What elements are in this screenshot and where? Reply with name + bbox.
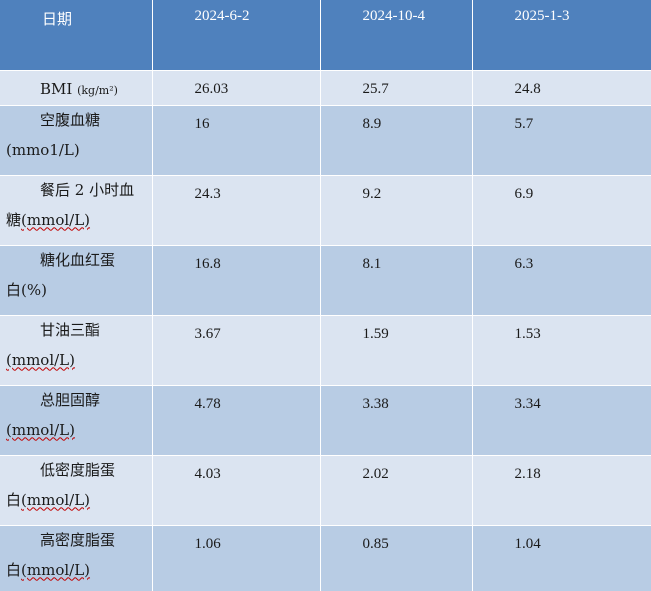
row-label-ldl: 低密度脂蛋 白(mmol/L)	[0, 455, 153, 526]
table-cell: 0.85	[320, 525, 473, 591]
row-label-triglycerides: 甘油三酯 (mmol/L)	[0, 315, 153, 386]
row-label-total-cholesterol: 总胆固醇 (mmol/L)	[0, 385, 153, 456]
table-cell: 6.3	[472, 245, 651, 316]
header-date-2: 2024-10-4	[320, 0, 473, 71]
table-cell: 26.03	[152, 70, 321, 106]
table-row: 糖化血红蛋 白(%) 16.8 8.1 6.3	[0, 245, 651, 316]
row-label-postprandial-glucose: 餐后 2 小时血 糖(mmol/L)	[0, 175, 153, 246]
header-date-3: 2025-1-3	[472, 0, 651, 71]
header-date-label: 日期	[0, 0, 153, 71]
table-cell: 4.03	[152, 455, 321, 526]
table-row: 餐后 2 小时血 糖(mmol/L) 24.3 9.2 6.9	[0, 175, 651, 246]
table-cell: 8.9	[320, 105, 473, 176]
table-cell: 1.59	[320, 315, 473, 386]
row-label-hba1c: 糖化血红蛋 白(%)	[0, 245, 153, 316]
table-cell: 8.1	[320, 245, 473, 316]
row-label-hdl: 高密度脂蛋 白(mmol/L)	[0, 525, 153, 591]
table-cell: 3.67	[152, 315, 321, 386]
table-cell: 1.06	[152, 525, 321, 591]
table-cell: 16	[152, 105, 321, 176]
table-cell: 9.2	[320, 175, 473, 246]
table-row: 总胆固醇 (mmol/L) 4.78 3.38 3.34	[0, 385, 651, 456]
table-row: 甘油三酯 (mmol/L) 3.67 1.59 1.53	[0, 315, 651, 386]
header-row: 日期 2024-6-2 2024-10-4 2025-1-3	[0, 0, 651, 71]
table-cell: 3.38	[320, 385, 473, 456]
table-cell: 25.7	[320, 70, 473, 106]
table-row: 空腹血糖 (mmo1/L) 16 8.9 5.7	[0, 105, 651, 176]
table-cell: 24.3	[152, 175, 321, 246]
table-cell: 16.8	[152, 245, 321, 316]
table-row: 高密度脂蛋 白(mmol/L) 1.06 0.85 1.04	[0, 525, 651, 591]
table-cell: 1.04	[472, 525, 651, 591]
table-cell: 2.18	[472, 455, 651, 526]
row-label-fasting-glucose: 空腹血糖 (mmo1/L)	[0, 105, 153, 176]
table-cell: 24.8	[472, 70, 651, 106]
table-cell: 6.9	[472, 175, 651, 246]
table-cell: 3.34	[472, 385, 651, 456]
table-cell: 1.53	[472, 315, 651, 386]
table-cell: 5.7	[472, 105, 651, 176]
table-row: BMI (kg/m²) 26.03 25.7 24.8	[0, 70, 651, 106]
table-cell: 2.02	[320, 455, 473, 526]
header-date-1: 2024-6-2	[152, 0, 321, 71]
row-label-bmi: BMI (kg/m²)	[0, 70, 153, 106]
table-cell: 4.78	[152, 385, 321, 456]
table-row: 低密度脂蛋 白(mmol/L) 4.03 2.02 2.18	[0, 455, 651, 526]
